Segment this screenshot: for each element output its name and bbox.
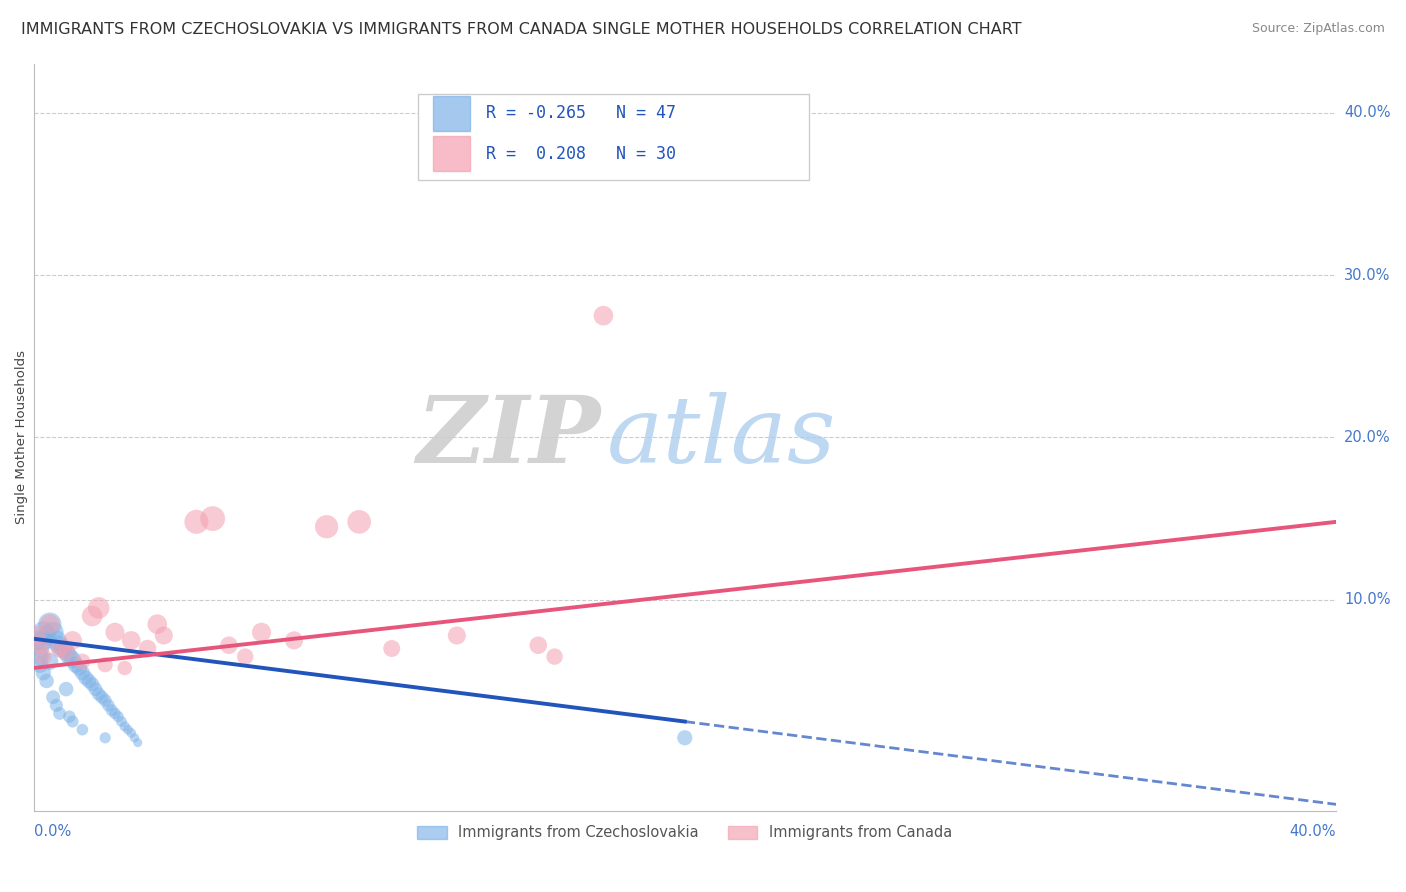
Point	[55, 682, 77, 697]
Point	[32, 625, 55, 640]
Point	[32, 649, 55, 664]
Point	[38, 617, 60, 632]
Point	[114, 661, 136, 675]
Point	[62, 714, 84, 729]
Text: 20.0%: 20.0%	[1344, 430, 1391, 445]
Point	[42, 625, 65, 640]
Point	[52, 641, 75, 656]
Point	[543, 649, 565, 664]
Point	[32, 665, 55, 680]
Text: atlas: atlas	[606, 392, 837, 483]
Point	[347, 515, 370, 529]
Point	[381, 641, 404, 656]
Point	[62, 653, 84, 667]
Point	[97, 698, 120, 713]
Y-axis label: Single Mother Households: Single Mother Households	[15, 351, 28, 524]
Point	[67, 661, 90, 675]
Point	[38, 617, 60, 632]
Point	[28, 641, 51, 656]
Point	[120, 633, 142, 648]
Text: Source: ZipAtlas.com: Source: ZipAtlas.com	[1251, 22, 1385, 36]
Point	[45, 633, 67, 648]
Point	[201, 511, 224, 525]
Point	[153, 628, 176, 642]
Text: R = -0.265   N = 47: R = -0.265 N = 47	[485, 104, 675, 122]
Point	[315, 520, 337, 534]
Point	[28, 657, 51, 672]
Point	[673, 731, 696, 745]
Point	[58, 709, 80, 723]
Point	[94, 731, 117, 745]
Point	[72, 655, 94, 669]
Point	[110, 714, 132, 729]
Point	[87, 601, 110, 615]
Point	[120, 726, 142, 740]
Point	[136, 641, 159, 656]
Point	[72, 665, 94, 680]
Point	[107, 709, 129, 723]
Point	[104, 706, 127, 721]
Point	[218, 638, 240, 652]
Point	[446, 628, 468, 642]
Bar	[433, 95, 470, 131]
Point	[48, 638, 70, 652]
Point	[127, 736, 149, 750]
Point	[77, 673, 100, 688]
Point	[35, 673, 58, 688]
Point	[104, 625, 127, 640]
Point	[55, 645, 77, 659]
Point	[42, 690, 65, 705]
Text: 40.0%: 40.0%	[1289, 824, 1336, 838]
Point	[91, 690, 114, 705]
Point	[38, 655, 60, 669]
Point	[28, 649, 51, 664]
Point	[84, 682, 107, 697]
Text: 0.0%: 0.0%	[34, 824, 70, 838]
Point	[146, 617, 169, 632]
Point	[62, 633, 84, 648]
Point	[82, 677, 104, 691]
Point	[32, 633, 55, 648]
Point	[82, 609, 104, 624]
Point	[250, 625, 273, 640]
Point	[94, 693, 117, 707]
Legend: Immigrants from Czechoslovakia, Immigrants from Canada: Immigrants from Czechoslovakia, Immigran…	[413, 821, 956, 845]
Point	[65, 657, 87, 672]
Point	[114, 719, 136, 733]
Point	[87, 687, 110, 701]
Point	[75, 671, 97, 685]
Point	[186, 515, 208, 529]
Point	[72, 723, 94, 737]
Point	[45, 698, 67, 713]
Point	[35, 628, 58, 642]
Point	[124, 731, 146, 745]
Text: R =  0.208   N = 30: R = 0.208 N = 30	[485, 145, 675, 162]
Point	[233, 649, 256, 664]
Point	[58, 649, 80, 664]
Point	[527, 638, 550, 652]
Point	[25, 628, 48, 642]
Point	[592, 309, 614, 323]
Point	[48, 641, 70, 656]
Text: ZIP: ZIP	[416, 392, 600, 483]
Point	[48, 706, 70, 721]
Text: 30.0%: 30.0%	[1344, 268, 1391, 283]
Point	[94, 657, 117, 672]
Text: 40.0%: 40.0%	[1344, 105, 1391, 120]
Point	[100, 703, 122, 717]
Point	[55, 645, 77, 659]
Point	[28, 638, 51, 652]
Text: IMMIGRANTS FROM CZECHOSLOVAKIA VS IMMIGRANTS FROM CANADA SINGLE MOTHER HOUSEHOLD: IMMIGRANTS FROM CZECHOSLOVAKIA VS IMMIGR…	[21, 22, 1022, 37]
Bar	[433, 136, 470, 171]
Point	[117, 723, 139, 737]
Point	[283, 633, 305, 648]
Text: 10.0%: 10.0%	[1344, 592, 1391, 607]
FancyBboxPatch shape	[418, 94, 808, 180]
Point	[25, 633, 48, 648]
